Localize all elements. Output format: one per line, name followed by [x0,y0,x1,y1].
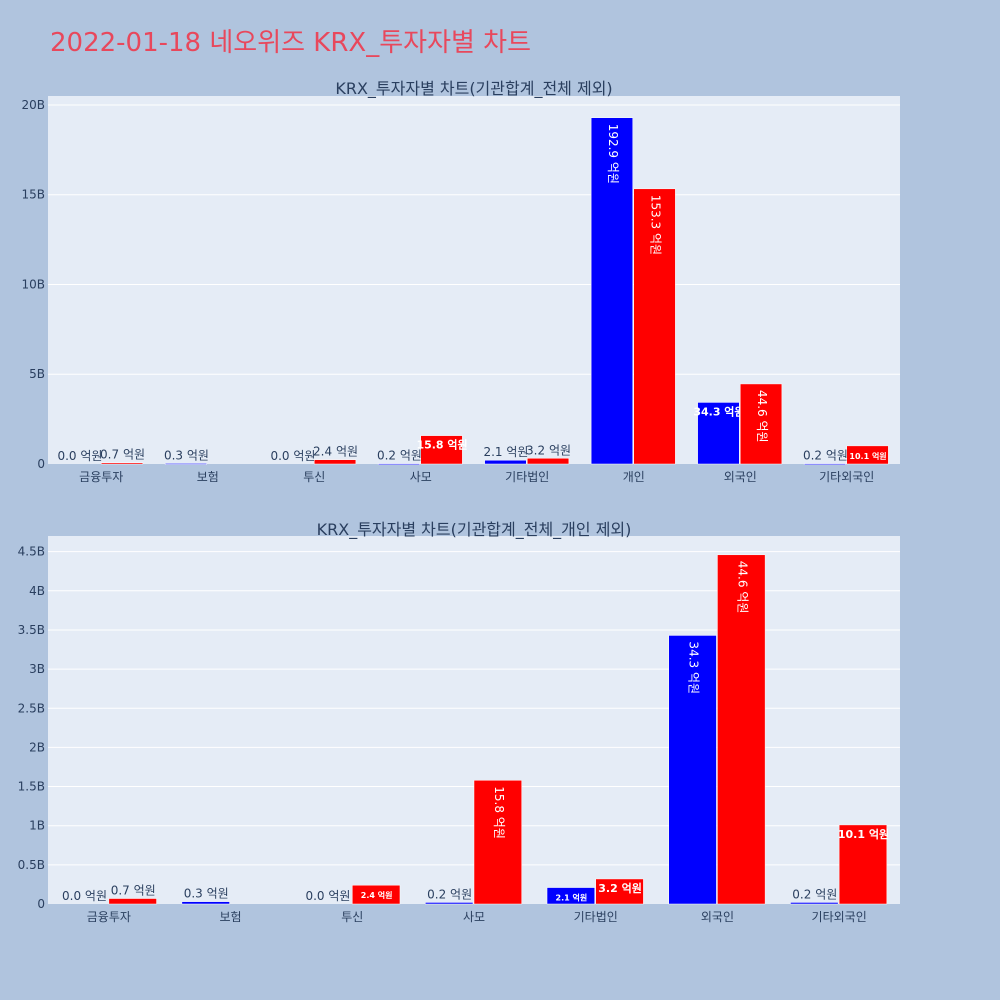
x-tick-label: 금융투자 [79,470,123,484]
page-title: 2022-01-18 네오위즈 KRX_투자자별 차트 [50,28,532,58]
chart-excluding-individuals: 0 0.5B 1B 1.5B 2B 2.5B 3B 3.5B 4B 4.5B KRX_투자자별 차트… [18,520,900,924]
data-label: 0.7 억원 [111,884,156,898]
x-tick-label: 투신 [341,910,363,924]
y-tick-label: 15B [21,188,45,202]
y-tick-label: 3.5B [18,623,45,637]
data-label: 15.8 억원 [492,786,506,839]
data-label: 0.7 억원 [100,448,145,462]
y-tick-label: 1B [29,819,45,833]
y-tick-label: 3B [29,662,45,676]
bar [101,462,144,465]
bar [740,383,783,465]
chart-title: KRX_투자자별 차트(기관합계_전체 제외) [335,79,612,99]
data-label: 3.2 억원 [526,443,571,457]
x-tick-label: 기타법인 [574,910,618,924]
bar [546,887,595,905]
data-label: 0.3 억원 [184,887,229,901]
y-tick-label: 5B [29,367,45,381]
bar [420,435,463,465]
x-tick-label: 보험 [197,470,219,484]
data-label: 0.2 억원 [427,887,472,901]
y-tick-label: 0 [37,457,45,471]
y-tick-label: 10B [21,277,45,291]
data-label: 15.8 억원 [416,438,467,452]
bar [484,459,527,465]
data-label: 3.2 억원 [598,881,642,895]
bar [164,463,207,465]
x-tick-label: 금융투자 [87,910,131,924]
bar [633,188,676,465]
y-tick-label: 20B [21,98,45,112]
y-tick-label: 4.5B [18,545,45,559]
data-label: 44.6 억원 [755,390,769,443]
bar [473,780,522,905]
bar [527,458,570,465]
data-label: 10.1 억원 [838,827,889,841]
data-label: 2.1 억원 [556,893,588,903]
bar [697,402,740,465]
data-label: 153.3 억원 [649,195,663,255]
y-tick-label: 2.5B [18,701,45,715]
data-label: 0.2 억원 [792,887,837,901]
bar [377,463,420,465]
y-tick-label: 0 [37,897,45,911]
bar [314,459,357,465]
x-tick-label: 사모 [410,470,432,484]
bar [352,884,401,905]
bar [425,902,474,905]
data-label: 0.3 억원 [164,448,209,462]
x-tick-label: 개인 [623,470,645,484]
y-tick-label: 1.5B [18,780,45,794]
x-tick-label: 투신 [303,470,325,484]
y-tick-label: 0.5B [18,858,45,872]
bar [590,117,634,465]
data-label: 0.0 억원 [57,449,102,463]
x-tick-label: 기타외국인 [819,470,874,484]
x-tick-label: 사모 [463,910,485,924]
bar [668,635,717,905]
bar [717,554,766,905]
x-tick-label: 외국인 [701,910,734,924]
data-label: 34.3 억원 [687,641,701,694]
x-tick-label: 기타법인 [505,470,549,484]
data-label: 0.0 억원 [62,889,107,903]
data-label: 0.0 억원 [305,889,350,903]
x-tick-label: 기타외국인 [812,910,867,924]
bar [790,902,839,905]
y-tick-label: 4B [29,584,45,598]
x-tick-label: 보험 [220,910,242,924]
data-label: 34.3 억원 [693,404,744,418]
y-tick-label: 2B [29,740,45,754]
data-label: 44.6 억원 [735,561,749,614]
bar [108,898,157,905]
x-tick-label: 외국인 [724,470,757,484]
data-label: 192.9 억원 [606,124,620,184]
bar [846,445,889,465]
data-label: 2.1 억원 [483,445,528,459]
data-label: 2.4 억원 [313,445,358,459]
chart-all-investors: 0 5B 10B 15B 20B KRX_투자자별 차트(기관합계_전체 제외) 금융투자 0… [21,79,900,484]
bar [838,824,888,905]
data-label: 2.4 억원 [361,890,393,900]
data-label: 0.2 억원 [803,449,848,463]
data-label: 0.2 억원 [377,449,422,463]
bar [595,878,644,905]
chart-title: KRX_투자자별 차트(기관합계_전체_개인 제외) [317,520,632,540]
data-label: 0.0 억원 [270,449,315,463]
bar [181,901,230,905]
bar [803,463,847,465]
data-label: 10.1 억원 [849,451,886,461]
